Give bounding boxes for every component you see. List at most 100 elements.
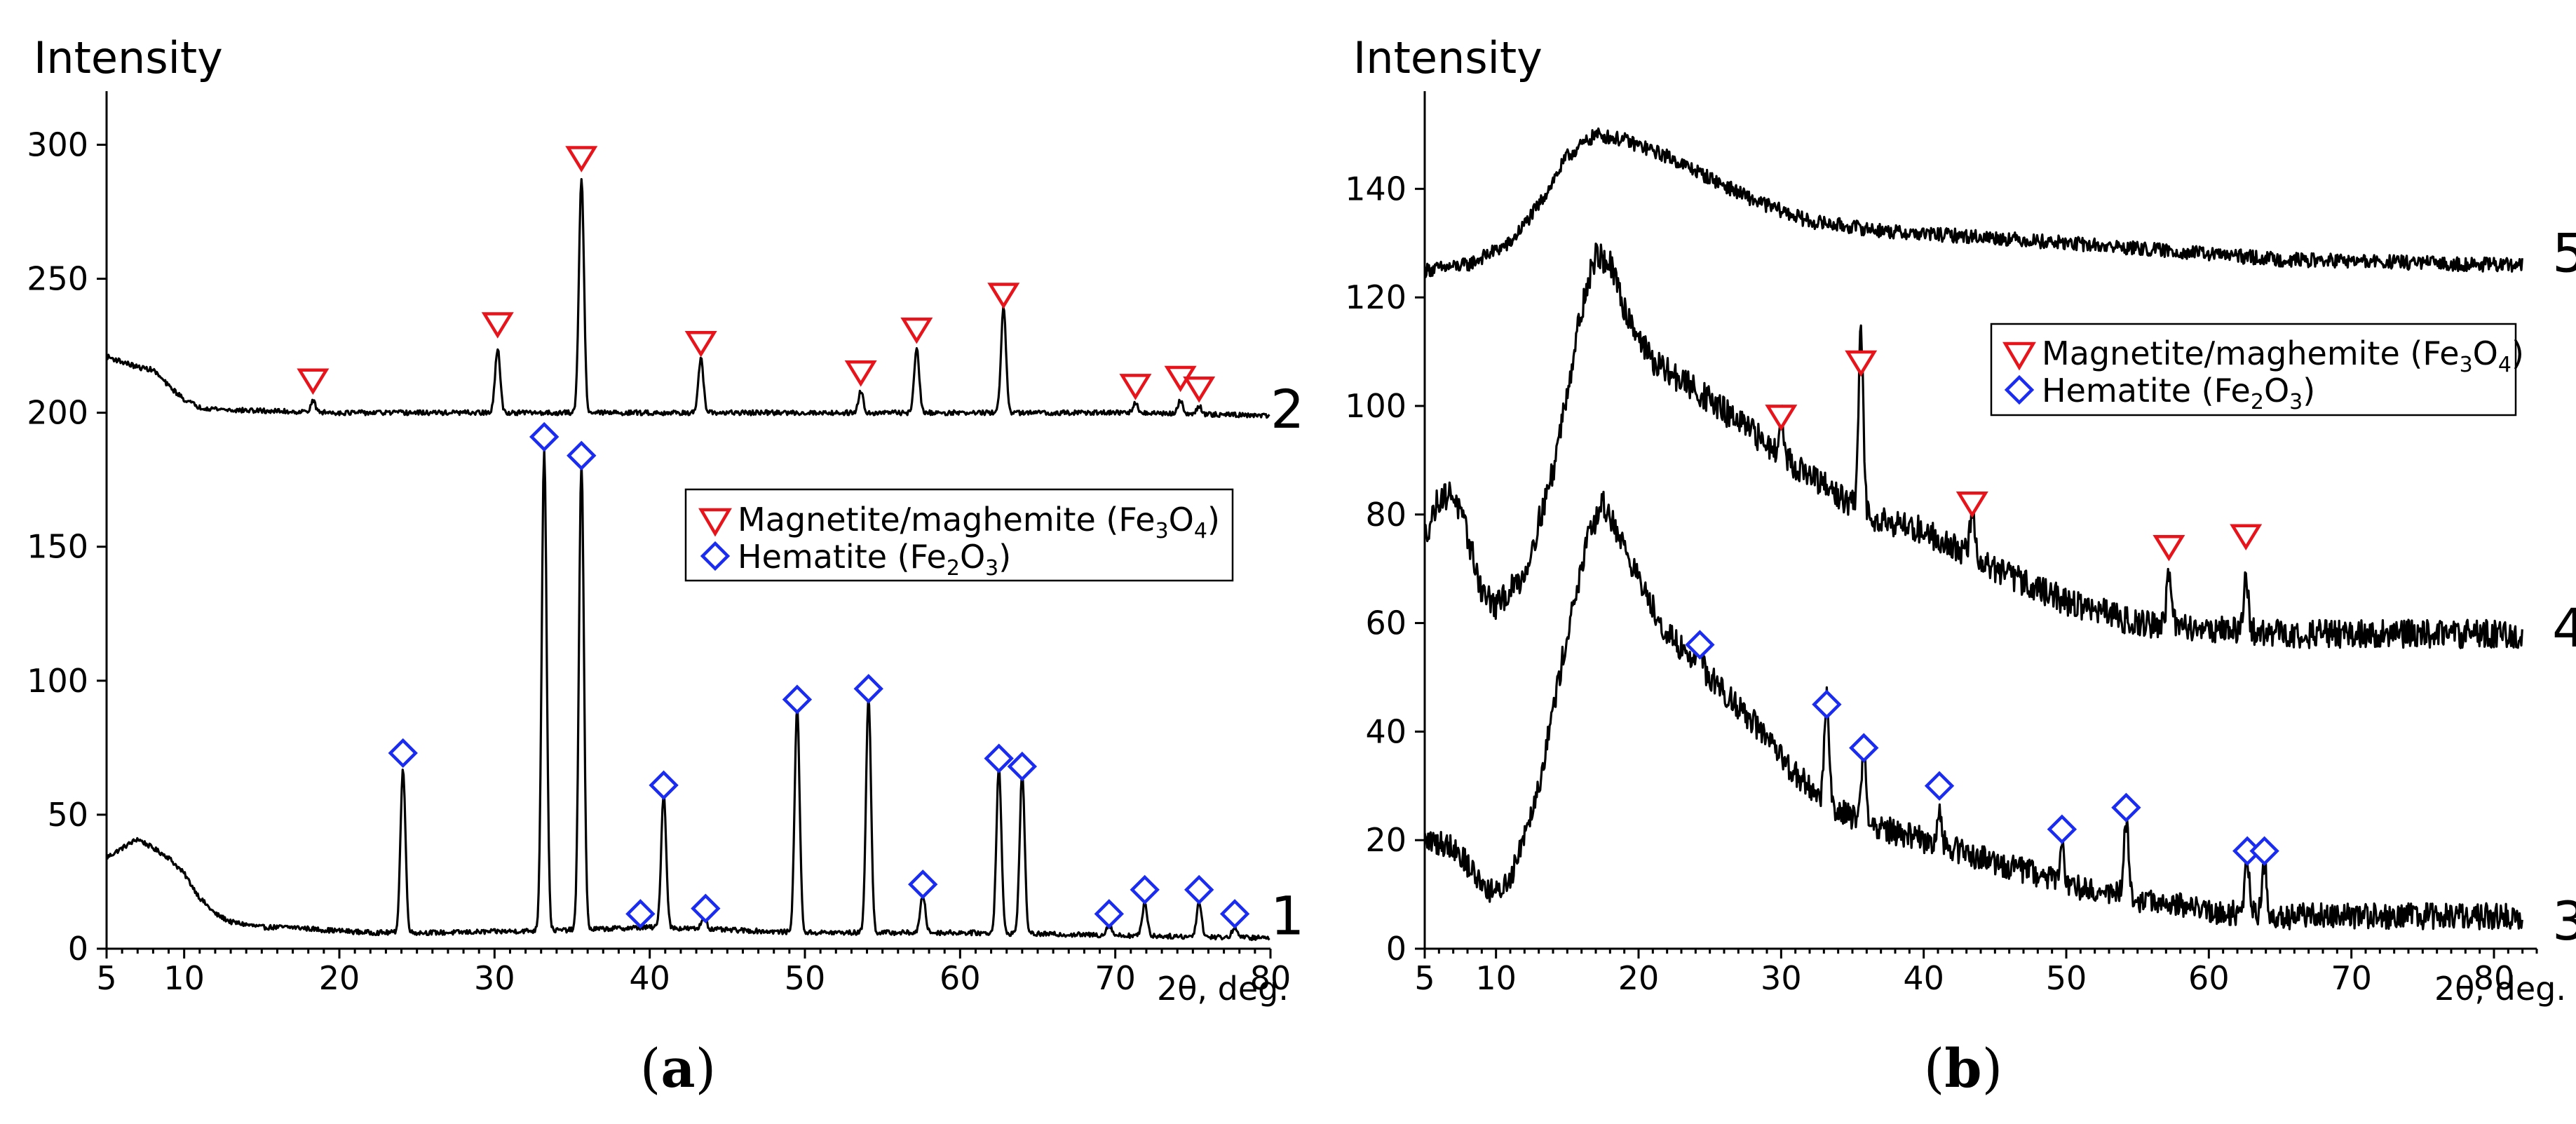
x-tick-label: 30 <box>474 959 515 997</box>
xrd-trace-3 <box>1423 490 2523 930</box>
magnetite-marker <box>1119 374 1152 400</box>
hematite-marker <box>782 684 813 715</box>
hematite-marker <box>984 743 1014 773</box>
hematite-marker <box>1812 689 1842 719</box>
panel-b-curve-labels: 5 4 3 <box>2552 222 2576 952</box>
x-tick-label: 20 <box>1618 959 1660 997</box>
panel-b-markers <box>1685 350 2279 866</box>
x-tick-label: 50 <box>785 959 826 997</box>
magnetite-marker <box>1955 492 1988 518</box>
x-tick-label: 5 <box>96 959 116 997</box>
y-tick-label: 150 <box>27 528 88 566</box>
y-tick-label: 0 <box>68 930 88 968</box>
x-tick-label: 80 <box>2474 959 2515 997</box>
y-tick-label: 140 <box>1345 170 1406 208</box>
xrd-trace-2 <box>105 177 1270 419</box>
hematite-marker <box>691 893 721 923</box>
panel-a-markers <box>297 146 1250 929</box>
panel-b-caption: (b) <box>1924 1037 2002 1099</box>
panel-b-x-axis-title: 2θ, deg. <box>2434 970 2566 1008</box>
magnetite-marker <box>297 368 330 395</box>
hematite-marker <box>2249 836 2279 866</box>
legend-b-hematite-label: Hematite (Fe2O3) <box>2042 372 2315 414</box>
y-tick-label: 100 <box>27 662 88 700</box>
legend-b-hematite-marker-icon <box>2004 374 2035 405</box>
y-tick-label: 200 <box>27 394 88 432</box>
magnetite-marker <box>1765 405 1798 431</box>
legend-hematite-label: Hematite (Fe2O3) <box>738 538 1011 581</box>
hematite-marker <box>1094 899 1124 929</box>
hematite-marker <box>1924 771 1955 801</box>
y-tick-label: 100 <box>1345 387 1406 425</box>
x-tick-label: 20 <box>319 959 360 997</box>
panel-a-caption: (a) <box>640 1037 717 1099</box>
hematite-marker <box>625 899 656 929</box>
x-tick-label: 60 <box>2188 959 2230 997</box>
x-tick-label: 70 <box>2331 959 2372 997</box>
panel-a-y-ticks: 0 50 100 150 200 250 300 <box>27 126 107 968</box>
magnetite-marker <box>481 312 514 339</box>
y-tick-label: 120 <box>1345 278 1406 316</box>
y-tick-label: 50 <box>47 796 88 834</box>
panel-a-legend: Magnetite/maghemite (Fe3O4) Hematite (Fe… <box>684 488 1234 582</box>
magnetite-marker <box>1845 350 1878 377</box>
panel-b-legend-box <box>1990 323 2517 417</box>
panel-a-traces <box>105 177 1270 942</box>
legend-magnetite-marker-icon <box>698 508 732 537</box>
panel-a-legend-box <box>684 488 1234 582</box>
curve-label-3: 3 <box>2552 890 2576 952</box>
x-tick-label: 40 <box>1903 959 1944 997</box>
legend-hematite-marker-icon <box>700 541 731 571</box>
hematite-marker <box>1849 733 1879 763</box>
hematite-marker <box>1184 874 1214 905</box>
y-tick-label: 0 <box>1386 930 1406 968</box>
magnetite-marker <box>2230 524 2263 551</box>
y-tick-label: 40 <box>1365 712 1406 750</box>
xrd-trace-5 <box>1423 127 2523 278</box>
y-tick-label: 250 <box>27 260 88 298</box>
y-tick-label: 20 <box>1365 821 1406 859</box>
magnetite-marker <box>900 317 933 344</box>
x-tick-label: 50 <box>2046 959 2087 997</box>
x-tick-label: 10 <box>1475 959 1517 997</box>
hematite-marker <box>2111 792 2141 822</box>
hematite-marker <box>649 770 679 801</box>
legend-b-magnetite-marker-icon <box>2002 341 2036 371</box>
panel-b-traces <box>1423 127 2523 930</box>
hematite-marker <box>1007 751 1038 782</box>
curve-label-5: 5 <box>2552 222 2576 285</box>
panel-b-y-axis-title: Intensity <box>1353 32 1543 83</box>
magnetite-marker <box>844 360 877 387</box>
hematite-marker <box>1219 899 1250 929</box>
panel-a: Intensity 0 50 100 150 200 250 300 5 10 20 30 40 50… <box>27 32 1304 1099</box>
panel-b: Intensity 0 20 40 60 80 100 120 140 5 10 20 30 40 50… <box>1345 32 2576 1099</box>
x-tick-label: 70 <box>1094 959 1136 997</box>
x-tick-label: 80 <box>1250 959 1292 997</box>
panel-a-y-axis-title: Intensity <box>34 32 223 83</box>
panel-a-x-ticks: 5 10 20 30 40 50 60 70 80 <box>96 949 1291 997</box>
legend-magnetite-label: Magnetite/maghemite (Fe3O4) <box>738 501 1220 543</box>
magnetite-marker <box>987 283 1020 309</box>
magnetite-marker <box>684 331 717 358</box>
xrd-trace-4 <box>1423 242 2523 649</box>
y-tick-label: 300 <box>27 126 88 163</box>
x-tick-label: 30 <box>1761 959 1802 997</box>
hematite-marker <box>908 869 938 900</box>
hematite-marker <box>1685 630 1715 660</box>
curve-label-1: 1 <box>1270 884 1304 947</box>
panel-b-x-ticks: 5 10 20 30 40 50 60 70 80 <box>1414 949 2538 997</box>
x-tick-label: 10 <box>163 959 205 997</box>
magnetite-marker <box>2153 534 2185 562</box>
hematite-marker <box>529 421 560 452</box>
hematite-marker <box>2047 814 2077 844</box>
y-tick-label: 60 <box>1365 604 1406 642</box>
magnetite-marker <box>565 146 598 172</box>
x-tick-label: 5 <box>1414 959 1435 997</box>
hematite-marker <box>853 674 883 704</box>
xrd-trace-1 <box>105 448 1270 942</box>
curve-label-4: 4 <box>2552 597 2576 659</box>
curve-label-2: 2 <box>1270 378 1304 440</box>
hematite-marker <box>1130 874 1160 905</box>
panel-b-y-ticks: 0 20 40 60 80 100 120 140 <box>1345 170 1425 968</box>
